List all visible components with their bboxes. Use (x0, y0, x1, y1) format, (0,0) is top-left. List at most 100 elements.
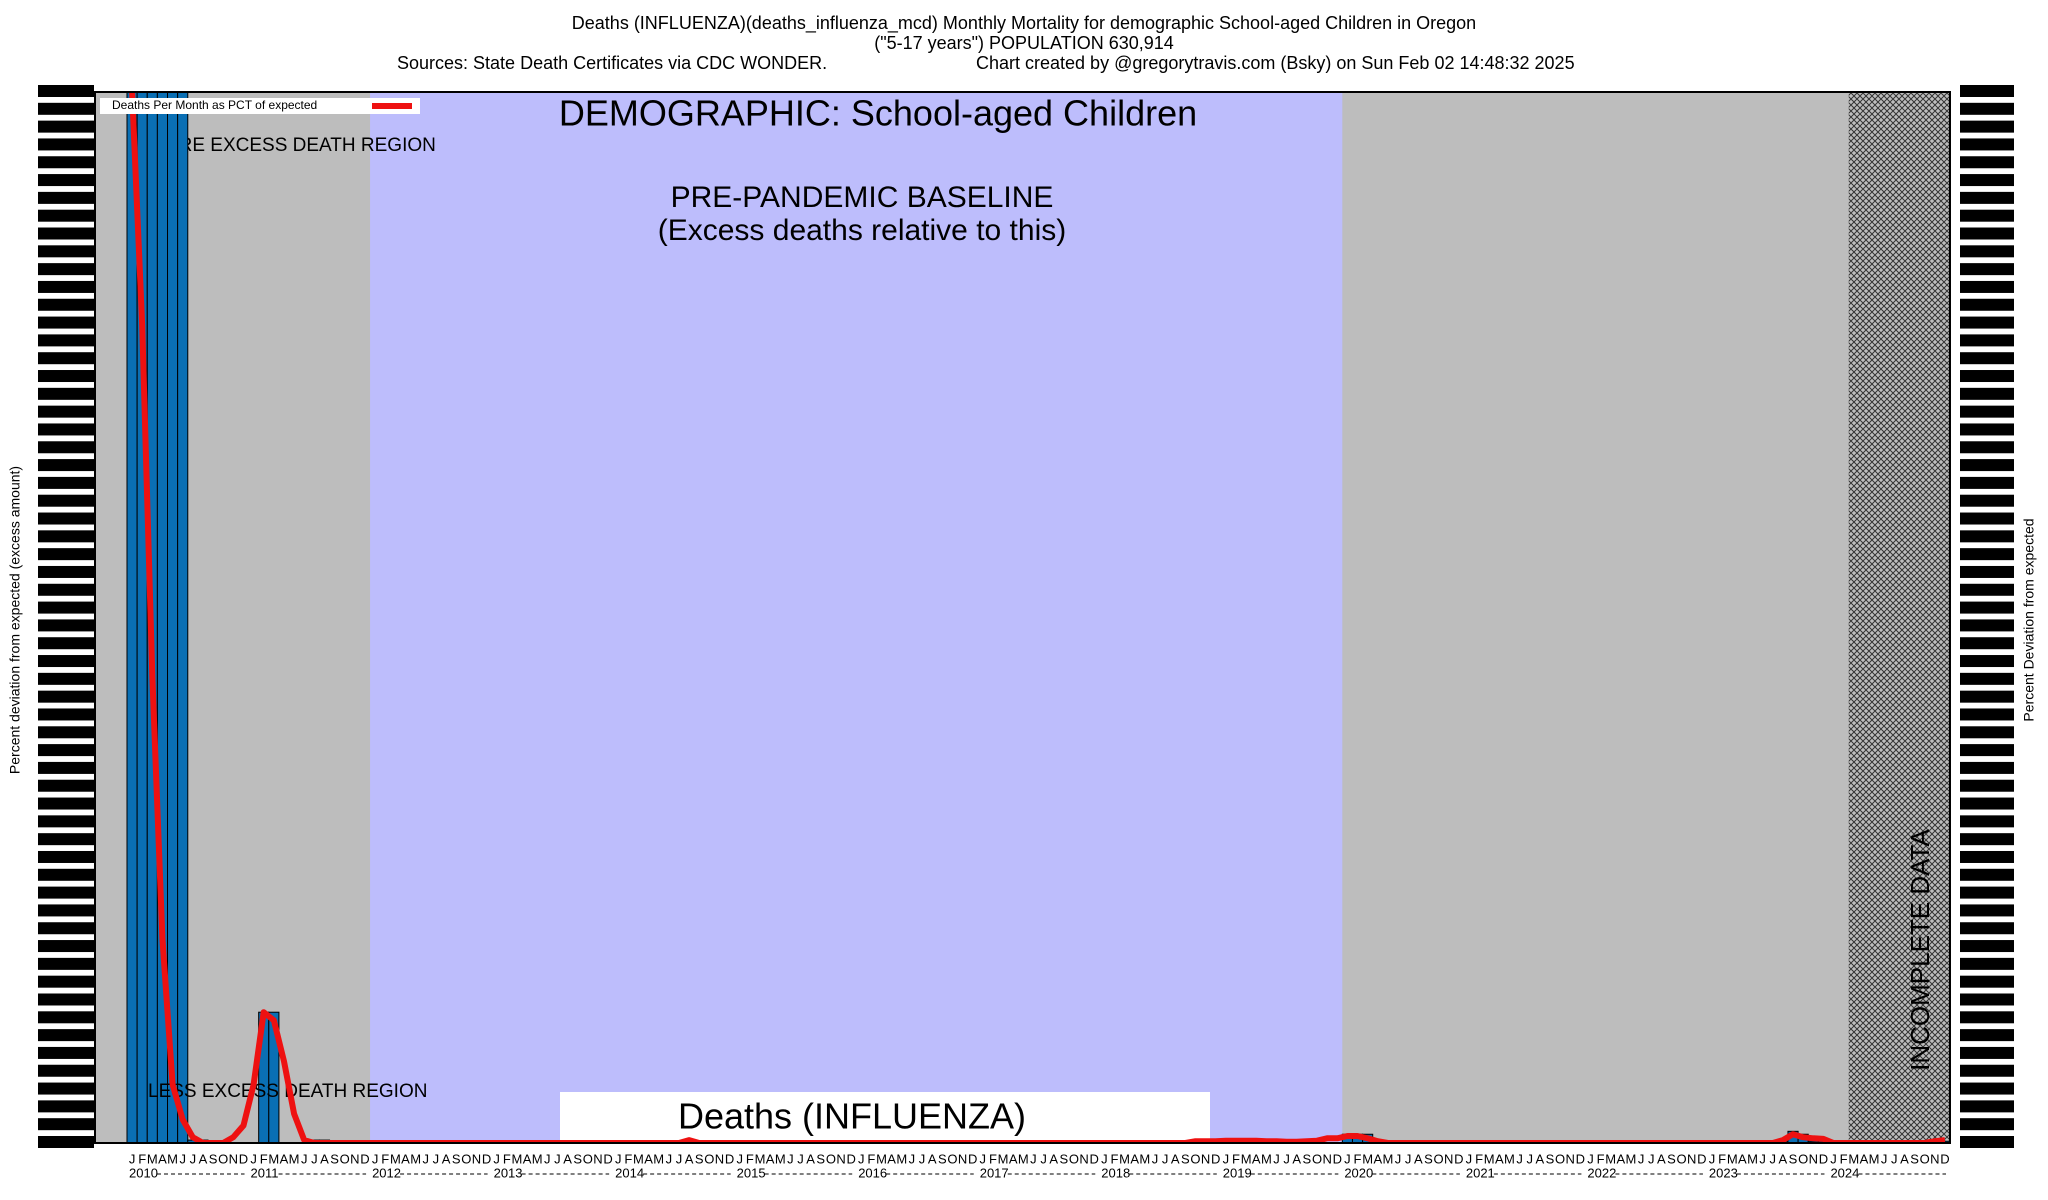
credit: Chart created by @gregorytravis.com (Bsk… (976, 53, 1575, 73)
axis-smear (1960, 886, 2014, 899)
x-tick-label: D (1819, 1151, 1828, 1166)
x-tick-label: J (1040, 1151, 1047, 1166)
axis-smear (38, 975, 94, 988)
x-tick-label: J (980, 1151, 987, 1166)
axis-smear (38, 476, 94, 489)
sources: Sources: State Death Certificates via CD… (397, 53, 827, 73)
x-tick-label: J (736, 1151, 743, 1166)
x-tick-label: M (1018, 1151, 1029, 1166)
x-tick-label: F (989, 1151, 997, 1166)
axis-smear (1960, 1064, 2014, 1077)
x-tick-label: O (461, 1151, 471, 1166)
x-tick-label: S (209, 1151, 218, 1166)
axis-smear (1960, 761, 2014, 774)
axis-smear (1960, 174, 2014, 187)
axis-smear (38, 459, 94, 472)
x-tick-label: A (1495, 1151, 1504, 1166)
x-tick-label: A (887, 1151, 896, 1166)
axis-smear (38, 1100, 94, 1113)
x-tick-label: J (666, 1151, 673, 1166)
axis-smear (1960, 85, 2014, 97)
x-tick-label: F (1354, 1151, 1362, 1166)
x-tick-label: O (583, 1151, 593, 1166)
axis-smear (38, 886, 94, 899)
x-tick-label: M (1869, 1151, 1880, 1166)
baseline-label: PRE-PANDEMIC BASELINE (671, 181, 1054, 214)
year-label: 2011 (251, 1165, 279, 1180)
x-tick-label: F (381, 1151, 389, 1166)
axis-smear (1960, 690, 2014, 703)
x-tick-label: J (909, 1151, 916, 1166)
year-label: 2014 (615, 1165, 644, 1180)
x-tick-label: N (1079, 1151, 1088, 1166)
x-tick-label: J (1395, 1151, 1402, 1166)
x-tick-label: J (1466, 1151, 1473, 1166)
axis-smear (1960, 191, 2014, 204)
x-tick-label: A (1252, 1151, 1261, 1166)
x-tick-label: A (320, 1151, 329, 1166)
x-tick-label: N (1809, 1151, 1818, 1166)
x-tick-label: D (725, 1151, 734, 1166)
x-tick-label: N (836, 1151, 845, 1166)
axis-smear (1960, 423, 2014, 436)
axis-smear (38, 833, 94, 846)
x-tick-label: J (1770, 1151, 1777, 1166)
x-tick-label: J (554, 1151, 561, 1166)
x-tick-label: S (452, 1151, 461, 1166)
axis-smear (1960, 797, 2014, 810)
axis-smear (38, 619, 94, 632)
x-tick-label: M (1848, 1151, 1859, 1166)
x-tick-label: A (280, 1151, 289, 1166)
x-tick-label: M (1139, 1151, 1150, 1166)
axis-smear (1960, 245, 2014, 258)
x-tick-label: S (1424, 1151, 1433, 1166)
axis-smear (1960, 708, 2014, 721)
x-tick-label: A (685, 1151, 694, 1166)
x-tick-label: A (1860, 1151, 1869, 1166)
axis-smear (1960, 779, 2014, 792)
x-tick-label: J (544, 1151, 551, 1166)
x-tick-label: M (653, 1151, 664, 1166)
year-label: 2023 (1709, 1165, 1738, 1180)
axis-smear (38, 1029, 94, 1042)
axis-smear (1960, 370, 2014, 383)
x-tick-label: N (1930, 1151, 1939, 1166)
x-tick-label: D (603, 1151, 612, 1166)
x-tick-label: J (1223, 1151, 1230, 1166)
axis-smear (1960, 922, 2014, 935)
x-tick-label: S (1910, 1151, 1919, 1166)
x-tick-label: J (919, 1151, 926, 1166)
axis-smear (38, 423, 94, 436)
x-tick-label: S (816, 1151, 825, 1166)
year-label: 2010 (129, 1165, 158, 1180)
year-label: 2021 (1466, 1165, 1495, 1180)
axis-smear (38, 227, 94, 240)
axis-smear (38, 530, 94, 543)
x-tick-label: J (1030, 1151, 1037, 1166)
axis-smear (1960, 940, 2014, 953)
axis-smear (38, 387, 94, 400)
x-tick-label: A (1900, 1151, 1909, 1166)
x-tick-label: J (1638, 1151, 1645, 1166)
x-tick-label: M (633, 1151, 644, 1166)
x-tick-label: A (766, 1151, 775, 1166)
x-tick-label: J (190, 1151, 197, 1166)
x-tick-label: J (1709, 1151, 1716, 1166)
x-tick-label: D (239, 1151, 248, 1166)
x-tick-label: O (218, 1151, 228, 1166)
x-tick-label: D (1333, 1151, 1342, 1166)
axis-smear (1960, 494, 2014, 507)
axis-smear (38, 708, 94, 721)
background (38, 85, 2014, 1148)
x-tick-label: N (472, 1151, 481, 1166)
x-tick-label: D (1211, 1151, 1220, 1166)
axis-smear (1960, 138, 2014, 151)
x-tick-label: S (573, 1151, 582, 1166)
x-tick-label: J (493, 1151, 500, 1166)
axis-smear (38, 316, 94, 329)
x-tick-label: M (410, 1151, 421, 1166)
axis-smear (38, 548, 94, 561)
axis-smear (1960, 441, 2014, 454)
x-tick-label: M (1747, 1151, 1758, 1166)
axis-smear (1960, 1029, 2014, 1042)
